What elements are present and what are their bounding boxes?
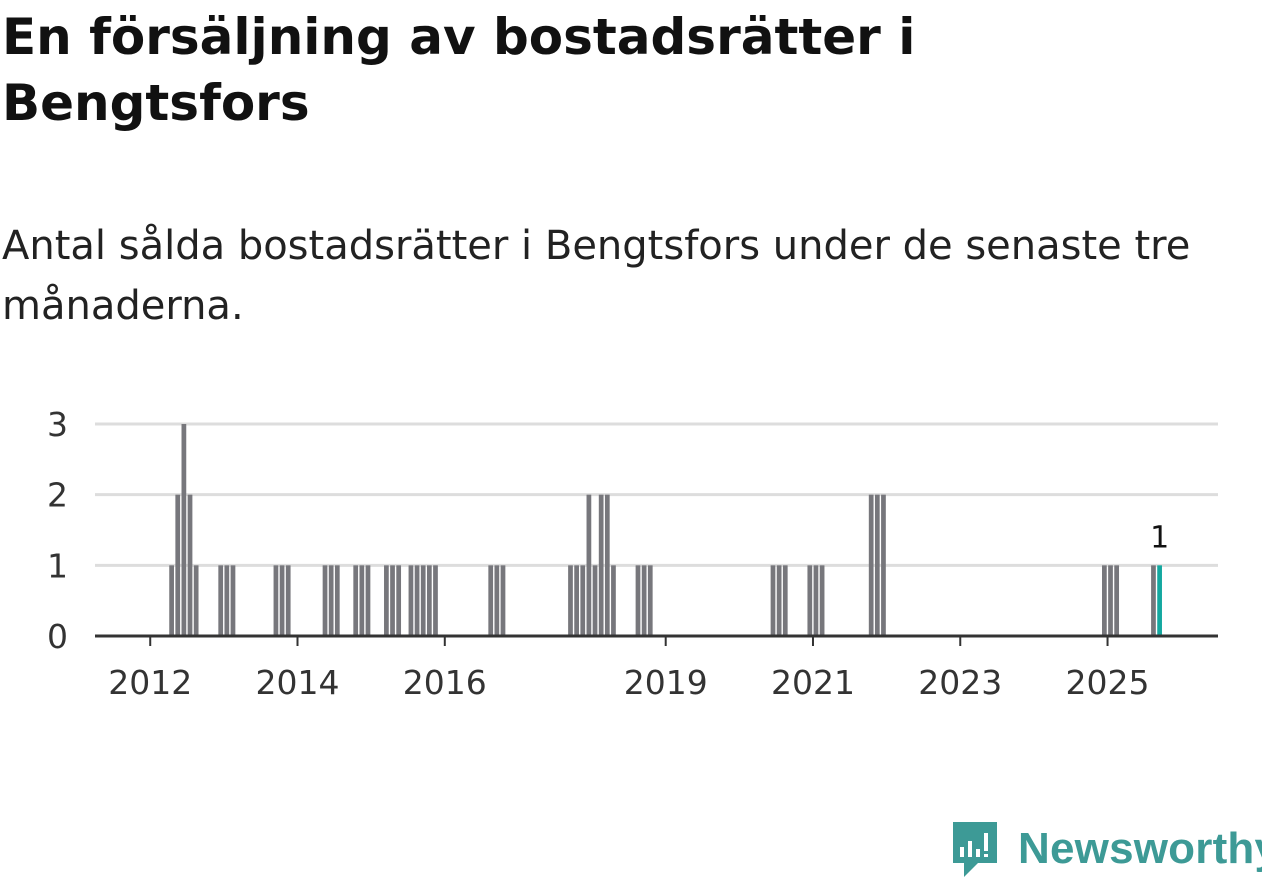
highlight-annotation: 1 <box>1150 520 1169 555</box>
bar <box>598 494 604 636</box>
chart-subtitle: Antal sålda bostadsrätter i Bengtsfors u… <box>2 223 1191 329</box>
bar <box>770 565 776 636</box>
bar <box>322 565 328 636</box>
x-tick-label: 2014 <box>256 663 340 702</box>
bar <box>390 565 395 636</box>
bar <box>635 565 641 636</box>
bar <box>586 494 592 636</box>
bar <box>426 565 432 636</box>
bar <box>224 565 230 636</box>
bar <box>181 424 187 636</box>
bar <box>175 494 181 636</box>
bar <box>1114 565 1120 636</box>
bar <box>169 565 174 636</box>
gridlines <box>95 422 1218 567</box>
bar <box>187 494 193 636</box>
y-tick-label: 1 <box>47 546 68 585</box>
bar <box>328 565 334 636</box>
highlight-value-label: 1 <box>1150 520 1169 555</box>
bar <box>881 494 886 636</box>
bar <box>353 565 359 636</box>
bar <box>782 565 788 636</box>
bar <box>776 565 782 636</box>
bar <box>1102 565 1107 636</box>
x-tick-label: 2023 <box>918 663 1002 702</box>
bar <box>874 494 880 636</box>
bar <box>641 565 647 636</box>
bar <box>1108 565 1113 636</box>
bar <box>285 565 291 636</box>
bar <box>568 565 573 636</box>
bar <box>1151 565 1156 636</box>
chart-title: En försäljning av bostadsrätter i Bengts… <box>2 8 916 132</box>
bar <box>414 565 420 636</box>
bar <box>433 565 438 636</box>
y-tick-label: 3 <box>47 405 68 444</box>
bar <box>592 565 598 636</box>
bar <box>494 565 500 636</box>
bar <box>230 565 236 636</box>
bar <box>279 565 285 636</box>
bar-highlight <box>1157 565 1162 636</box>
x-tick-label: 2016 <box>403 663 487 702</box>
bar <box>365 565 371 636</box>
bar <box>408 565 414 636</box>
y-tick-label: 2 <box>47 476 68 515</box>
x-tick-label: 2012 <box>108 663 192 702</box>
brand-name: Newsworthy <box>1018 824 1262 873</box>
bar <box>604 494 610 636</box>
bar <box>193 565 199 636</box>
y-axis-labels: 0 1 2 3 <box>47 405 68 656</box>
bar <box>273 565 279 636</box>
y-tick-label: 0 <box>47 617 68 656</box>
x-axis-labels: 2012 2014 2016 2019 2021 2023 2025 <box>108 636 1150 702</box>
bar-chart: 0 1 2 3 2012 2014 2016 2019 2021 2023 2025 1 <box>47 405 1218 702</box>
bar <box>574 565 579 636</box>
x-tick-label: 2021 <box>771 663 855 702</box>
x-tick-label: 2025 <box>1066 663 1150 702</box>
bar <box>819 565 825 636</box>
bar <box>813 565 819 636</box>
bar <box>611 565 616 636</box>
brand: Newsworthy <box>950 818 1262 880</box>
bar <box>359 565 365 636</box>
bar <box>488 565 494 636</box>
bar <box>868 494 874 636</box>
x-tick-label: 2019 <box>624 663 708 702</box>
bar <box>420 565 426 636</box>
bar <box>334 565 340 636</box>
bar <box>396 565 402 636</box>
newsworthy-logo-icon <box>953 822 997 877</box>
bar <box>647 565 653 636</box>
bars <box>169 424 1162 636</box>
bar <box>580 565 586 636</box>
bar <box>807 565 813 636</box>
bar <box>500 565 506 636</box>
bar <box>218 565 224 636</box>
bar <box>384 565 389 636</box>
